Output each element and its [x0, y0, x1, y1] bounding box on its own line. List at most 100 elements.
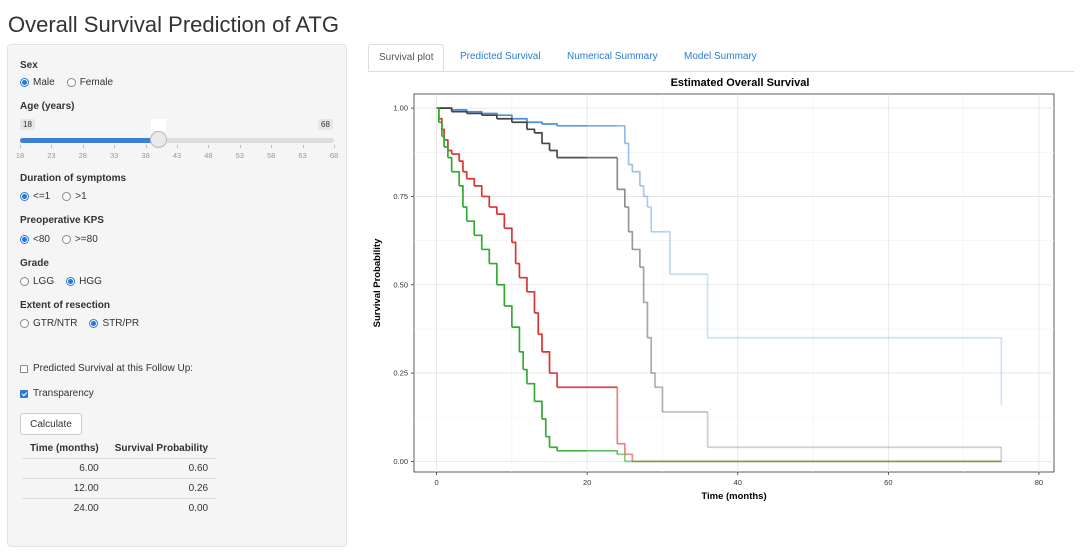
survival-curve-segment-1	[511, 121, 528, 130]
survival-curve-segment-0	[511, 117, 528, 123]
slider-tick-label: 43	[172, 151, 182, 160]
age-label: Age (years)	[20, 101, 75, 112]
tab-model-summary[interactable]: Model Summary	[684, 51, 757, 62]
survival-curve-segment-1	[496, 117, 513, 123]
slider-tick	[334, 145, 335, 148]
slider-tick	[208, 145, 210, 148]
survival-curve-segment-3	[545, 435, 551, 448]
survival-curve-segment-3	[617, 453, 626, 462]
survival-curve-segment-1	[651, 372, 656, 388]
grade-option-lgg[interactable]: LGG	[20, 276, 54, 287]
checkbox-checked-icon[interactable]	[20, 389, 28, 398]
survival-curve-segment-0	[647, 206, 653, 232]
survival-curve-segment-3	[496, 283, 506, 306]
slider-tick-label: 48	[204, 151, 213, 160]
y-tick-label: 0.50	[393, 280, 408, 289]
resection-radio-group: GTR/NTR STR/PR	[20, 318, 147, 329]
table-cell-survival: 0.60	[106, 458, 217, 479]
radio-selected-icon[interactable]	[66, 277, 76, 286]
survival-curve-segment-3	[534, 400, 543, 420]
duration-option-gt1[interactable]: >1	[62, 191, 87, 202]
survival-curve-segment-1	[632, 248, 641, 268]
age-min-badge: 18	[20, 119, 35, 130]
sex-option-male[interactable]: Male	[20, 77, 55, 88]
survival-curve-segment-2	[462, 170, 468, 179]
radio-selected-icon[interactable]	[89, 319, 99, 328]
survival-curve-segment-3	[519, 351, 525, 370]
sex-option-female[interactable]: Female	[66, 77, 113, 88]
survival-curve-segment-3	[438, 121, 443, 137]
kps-option-lt80[interactable]: <80	[20, 234, 50, 245]
survival-curve-segment-3	[511, 326, 521, 352]
checkbox-unchecked-icon[interactable]	[20, 364, 28, 373]
slider-tick	[145, 145, 147, 148]
kps-radio-group: <80 >=80	[20, 234, 106, 245]
tab-numerical-summary[interactable]: Numerical Summary	[567, 51, 658, 62]
survival-curve-segment-3	[466, 220, 476, 236]
age-value-badge	[151, 119, 167, 131]
survival-curve-segment-3	[441, 135, 445, 147]
survival-curve-segment-2	[511, 241, 517, 264]
survival-curve-segment-1	[624, 206, 630, 232]
grade-option-hgg[interactable]: HGG	[66, 276, 102, 287]
radio-unselected-icon[interactable]	[61, 235, 71, 244]
x-tick-label: 40	[734, 478, 742, 487]
table-cell-time: 12.00	[22, 478, 107, 499]
radio-unselected-icon[interactable]	[62, 192, 72, 201]
survival-curve-segment-2	[504, 227, 513, 243]
survival-curve-segment-3	[542, 418, 547, 437]
page-title: Overall Survival Prediction of ATG	[8, 12, 339, 37]
radio-selected-icon[interactable]	[20, 192, 29, 201]
slider-tick-label: 53	[235, 151, 244, 160]
slider-tick-label: 63	[298, 151, 307, 160]
radio-unselected-icon[interactable]	[20, 319, 29, 328]
followup-checkbox-row[interactable]: Predicted Survival at this Follow Up:	[20, 363, 193, 374]
survival-curve-segment-3	[489, 262, 498, 285]
slider-tick-label: 28	[78, 151, 87, 160]
x-tick-label: 60	[884, 478, 892, 487]
survival-curve-segment-0	[662, 230, 671, 275]
radio-unselected-icon[interactable]	[66, 78, 76, 87]
tab-predicted-survival[interactable]: Predicted Survival	[460, 51, 541, 62]
slider-tick-label: 68	[329, 151, 339, 160]
transparency-checkbox-row[interactable]: Transparency	[20, 388, 94, 399]
age-max-badge: 68	[318, 119, 333, 130]
survival-curve-segment-2	[542, 351, 551, 374]
y-tick-label: 0.00	[393, 457, 408, 466]
calculate-button[interactable]: Calculate	[20, 413, 82, 435]
slider-tick	[239, 145, 241, 148]
survival-curve-segment-2	[534, 312, 540, 335]
survival-curve-segment-1	[534, 132, 543, 144]
resection-option-gtr[interactable]: GTR/NTR	[20, 318, 77, 329]
survival-curve-segment-1	[481, 114, 498, 119]
radio-unselected-icon[interactable]	[20, 277, 29, 286]
slider-tick-label: 58	[267, 151, 276, 160]
chart-ticks: 0 20 40 60 80 0.00 0.25 0.50 0.75 1.00	[393, 104, 1043, 487]
survival-curve-segment-1	[617, 188, 626, 208]
radio-selected-icon[interactable]	[20, 78, 29, 87]
tab-survival-plot[interactable]: Survival plot	[368, 44, 445, 71]
survival-curve-segment-2	[451, 153, 461, 162]
survival-curve-segment-2	[549, 372, 558, 388]
survival-curve-segment-2	[489, 206, 498, 215]
survival-curve-segment-0	[639, 185, 645, 197]
survival-curve-segment-2	[624, 453, 634, 462]
survival-curve-segment-3	[447, 156, 453, 172]
survival-curve-segment-1	[549, 149, 558, 158]
survival-curve-segment-1	[526, 128, 536, 133]
age-slider-track[interactable]	[20, 138, 334, 143]
kps-option-ge80[interactable]: >=80	[61, 234, 98, 245]
resection-option-str[interactable]: STR/PR	[89, 318, 139, 329]
age-slider-handle[interactable]	[150, 131, 168, 148]
radio-selected-icon[interactable]	[20, 235, 29, 244]
transparency-checkbox-label: Transparency	[33, 388, 94, 399]
survival-curve-segment-1	[436, 107, 453, 112]
survival-curve-segment-2	[447, 149, 453, 155]
y-axis-label: Survival Probability	[372, 238, 383, 327]
y-tick-label: 1.00	[393, 104, 408, 113]
survival-curve-segment-3	[549, 446, 558, 451]
duration-label: Duration of symptoms	[20, 173, 127, 184]
survival-curve-segment-3	[504, 305, 513, 328]
survival-curve-segment-3	[451, 170, 461, 186]
duration-option-le1[interactable]: <=1	[20, 191, 50, 202]
